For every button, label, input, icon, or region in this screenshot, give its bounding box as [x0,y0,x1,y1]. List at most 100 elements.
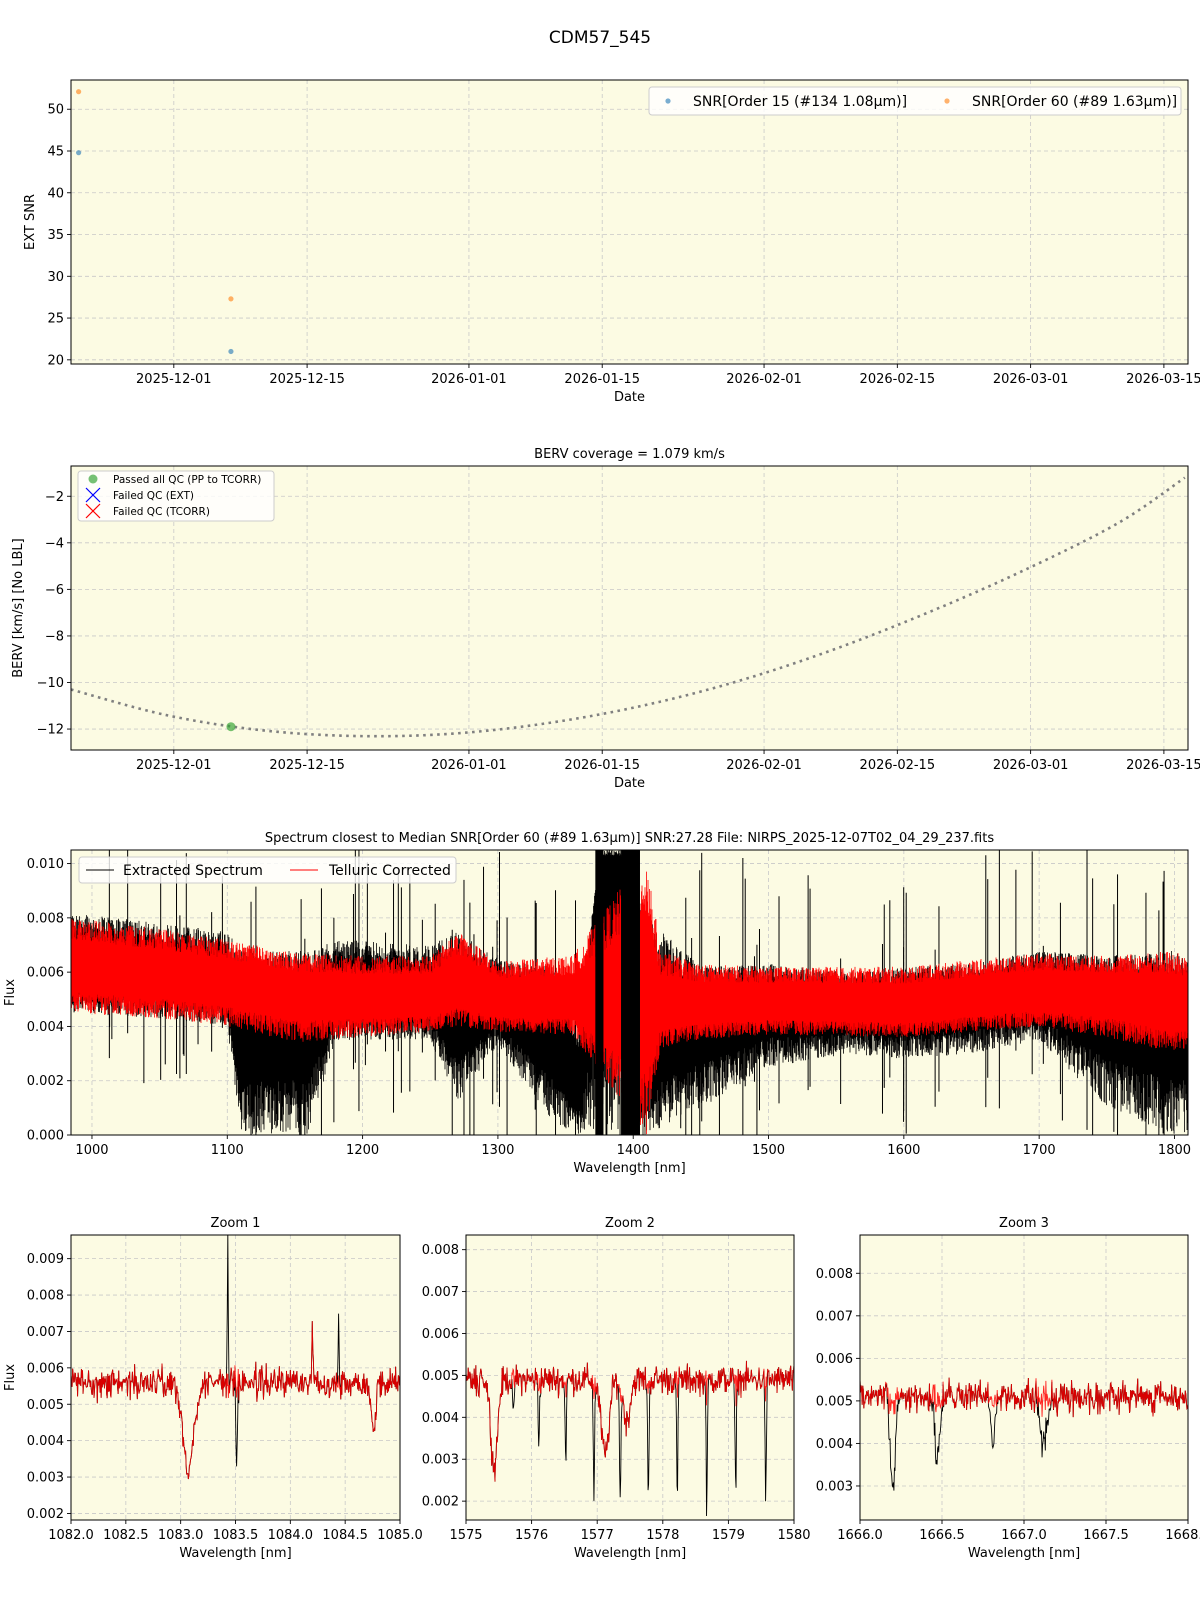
x-tick-label: 1083.0 [158,1528,204,1543]
plot-area [71,80,1188,364]
x-tick-label: 1082.0 [48,1528,94,1543]
passed-qc-point[interactable] [226,722,236,732]
x-axis-label: Wavelength [nm] [968,1546,1080,1561]
y-axis-label: Flux [3,1364,18,1391]
axis-ticks: 1000 1100 1200 1300 1400 1500 1600 1700 1800 0.00… [27,857,1191,1158]
x-tick-label: 1667.5 [1083,1528,1129,1543]
legend-label: SNR[Order 15 (#134 1.08μm)] [693,94,907,110]
legend-label: SNR[Order 60 (#89 1.63μm)] [972,94,1177,110]
x-tick-label: 2026-02-15 [860,758,936,773]
y-tick-label: 40 [47,186,64,201]
x-tick-label: 2025-12-01 [136,372,212,387]
axes-frame [70,79,1189,365]
axis-ticks: 2025-12-01 2025-12-15 2026-01-01 2026-01-15… [37,490,1200,773]
x-tick-label: 1600 [887,1143,920,1158]
legend-label: Passed all QC (PP to TCORR) [113,474,261,486]
y-tick-label: 0.003 [27,1471,64,1486]
x-tick-label: 2026-01-01 [431,758,507,773]
zoom3-panel: 1666.0 1666.5 1667.0 1667.5 1668.0 0.003 0.004… [816,1216,1200,1561]
y-tick-label: −4 [45,536,64,551]
y-tick-label: 0.005 [27,1398,64,1413]
y-axis-label: EXT SNR [23,194,38,250]
x-tick-label: 2025-12-01 [136,758,212,773]
y-tick-label: 0.008 [816,1267,853,1282]
y-tick-label: 0.009 [27,1252,64,1267]
y-tick-label: 0.007 [27,1325,64,1340]
x-tick-label: 2026-03-01 [993,758,1069,773]
legend: Passed all QC (PP to TCORR) Failed QC (EX… [77,470,275,522]
x-tick-label: 1400 [617,1143,650,1158]
axes-frame [465,1234,795,1521]
spectrum-panel: 1000 1100 1200 1300 1400 1500 1600 1700 1800 0.00… [3,831,1191,1176]
y-tick-label: 0.006 [422,1327,459,1342]
x-tick-label: 1000 [75,1143,108,1158]
axes-frame [70,849,1189,1136]
x-axis-label: Date [614,390,645,405]
y-tick-label: 25 [47,312,64,327]
axis-ticks: 1575 1576 1577 1578 1579 1580 0.002 0.003 0.004 0… [422,1243,811,1543]
y-tick-label: −10 [37,676,64,691]
x-tick-label: 1578 [646,1528,679,1543]
y-tick-label: 0.004 [27,1434,64,1449]
x-axis-label: Wavelength [nm] [179,1546,291,1561]
axes-frame [70,465,1189,751]
y-tick-label: 0.010 [27,857,64,872]
berv-panel: 2025-12-01 2025-12-15 2026-01-01 2026-01-15… [11,447,1200,791]
snr-point[interactable] [76,89,82,95]
figure-title: CDM57_545 [548,28,652,48]
legend-label: Failed QC (TCORR) [113,506,210,518]
x-tick-label: 1576 [515,1528,548,1543]
snr-point[interactable] [76,150,82,156]
x-tick-label: 1800 [1158,1143,1191,1158]
saturated-band [595,850,604,1135]
zoom1-panel: 1082.0 1082.5 1083.0 1083.5 1084.0 1084.5 1085… [3,1216,423,1561]
panel-title: Spectrum closest to Median SNR[Order 60 … [265,831,994,846]
x-tick-label: 2026-03-15 [1126,372,1200,387]
x-tick-label: 2026-03-01 [993,372,1069,387]
x-tick-label: 1666.5 [919,1528,965,1543]
x-tick-label: 1700 [1023,1143,1056,1158]
legend-label: Telluric Corrected [328,863,451,879]
passed-qc-icon [88,474,98,484]
y-tick-label: 45 [47,145,64,160]
x-tick-label: 1200 [346,1143,379,1158]
x-axis-label: Date [614,776,645,791]
y-tick-label: 0.002 [27,1074,64,1089]
failed-tcorr-x-icon [85,503,101,519]
panel-title: BERV coverage = 1.079 km/s [534,447,725,462]
y-tick-label: 0.004 [27,1020,64,1035]
legend-marker-icon [944,98,950,104]
y-tick-label: 0.004 [816,1437,853,1452]
y-tick-label: 0.006 [27,966,64,981]
y-axis-label: Flux [3,979,18,1006]
scatter-points [76,89,234,355]
y-tick-label: −2 [45,490,64,505]
axes-frame [859,1234,1189,1521]
x-tick-label: 1667.0 [1001,1528,1047,1543]
axis-ticks: 1082.0 1082.5 1083.0 1083.5 1084.0 1084.5 1085… [27,1252,423,1543]
y-tick-label: 0.005 [422,1369,459,1384]
grid [71,466,1188,750]
legend-label: Failed QC (EXT) [113,490,194,502]
axis-ticks: 2025-12-01 2025-12-15 2026-01-01 2026-01-15… [47,103,1200,387]
x-tick-label: 1666.0 [837,1528,883,1543]
x-tick-label: 1085.0 [377,1528,423,1543]
x-tick-label: 1100 [211,1143,244,1158]
x-tick-label: 2026-02-01 [726,372,802,387]
y-tick-label: 0.005 [816,1394,853,1409]
y-tick-label: 20 [47,353,64,368]
y-tick-label: 50 [47,103,64,118]
telluric-corrected-line [71,864,1188,1135]
x-tick-label: 1577 [581,1528,614,1543]
y-tick-label: 0.002 [422,1495,459,1510]
x-tick-label: 1084.0 [268,1528,314,1543]
panel-title: Zoom 1 [211,1216,261,1231]
snr-point[interactable] [228,296,234,302]
telluric-corrected-line [466,1360,794,1482]
y-tick-label: 0.002 [27,1507,64,1522]
snr-point[interactable] [228,348,234,355]
x-tick-label: 2025-12-15 [269,372,345,387]
x-tick-label: 2026-01-01 [431,372,507,387]
y-tick-label: 0.003 [422,1453,459,1468]
